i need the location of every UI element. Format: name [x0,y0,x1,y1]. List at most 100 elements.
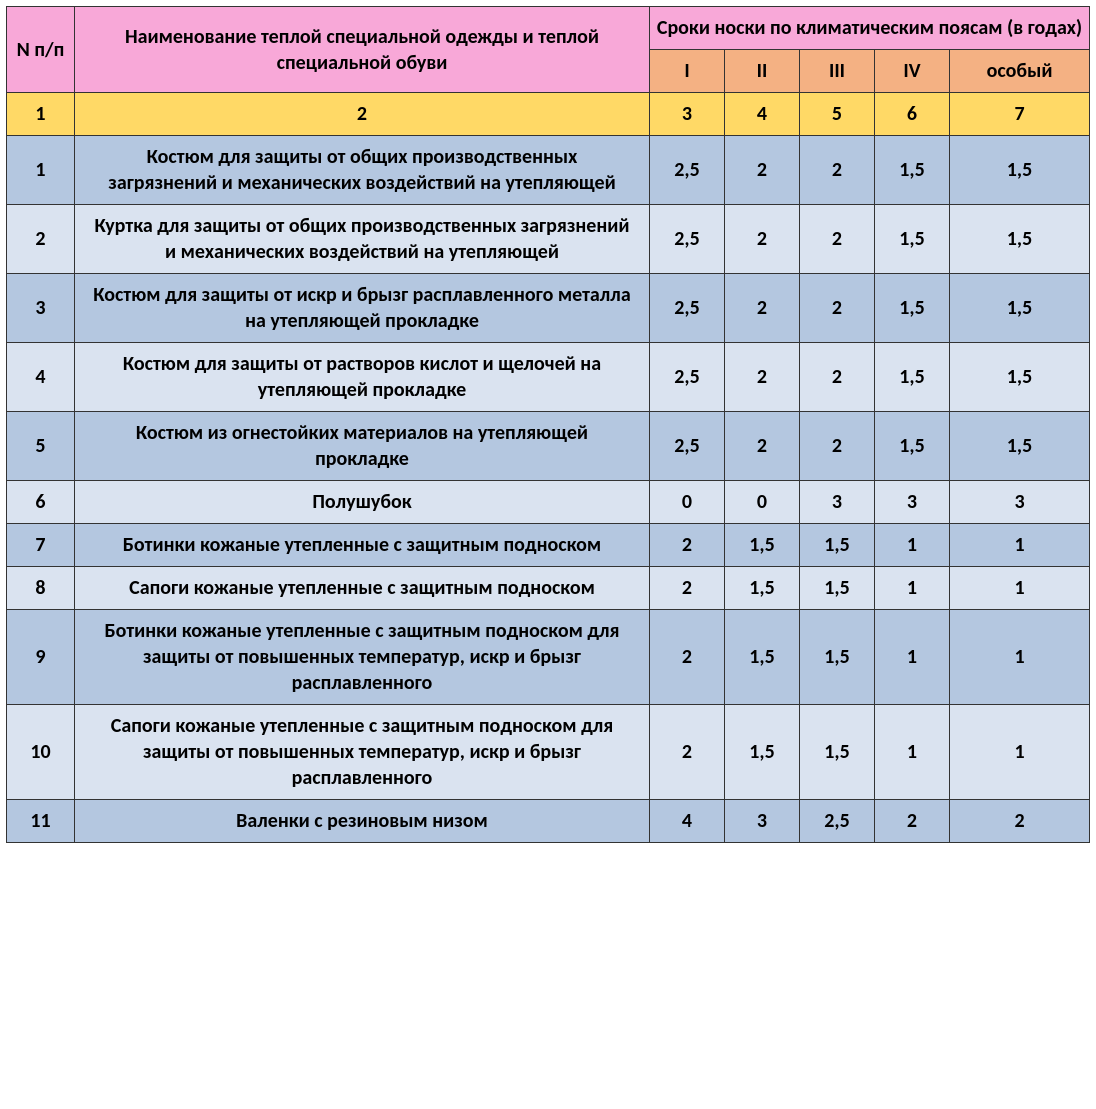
row-name: Ботинки кожаные утепленные с защитным по… [75,610,650,705]
row-value: 2 [650,567,725,610]
header-zone-4: IV [875,50,950,93]
colnum-7: 7 [950,93,1090,136]
colnum-2: 2 [75,93,650,136]
row-value: 1,5 [950,412,1090,481]
row-number: 8 [7,567,75,610]
row-value: 0 [650,481,725,524]
row-name: Сапоги кожаные утепленные с защитным под… [75,567,650,610]
row-value: 2,5 [650,412,725,481]
table-row: 5Костюм из огнестойких материалов на уте… [7,412,1090,481]
row-number: 9 [7,610,75,705]
row-value: 1 [950,524,1090,567]
row-value: 1,5 [725,567,800,610]
row-value: 4 [650,800,725,843]
row-number: 4 [7,343,75,412]
row-value: 1,5 [875,205,950,274]
table-row: 7Ботинки кожаные утепленные с защитным п… [7,524,1090,567]
row-value: 1,5 [950,136,1090,205]
row-value: 2 [725,343,800,412]
row-value: 3 [875,481,950,524]
row-value: 3 [950,481,1090,524]
row-value: 2 [725,412,800,481]
header-zone-3: III [800,50,875,93]
row-value: 1 [950,705,1090,800]
table-row: 4Костюм для защиты от растворов кислот и… [7,343,1090,412]
row-number: 3 [7,274,75,343]
table-row: 1Костюм для защиты от общих производстве… [7,136,1090,205]
row-value: 1,5 [725,705,800,800]
row-name: Костюм для защиты от растворов кислот и … [75,343,650,412]
row-value: 1,5 [875,136,950,205]
row-number: 6 [7,481,75,524]
row-value: 1 [950,567,1090,610]
row-name: Костюм для защиты от общих производствен… [75,136,650,205]
table-row: 10Сапоги кожаные утепленные с защитным п… [7,705,1090,800]
header-number: N п/п [7,7,75,93]
row-name: Валенки с резиновым низом [75,800,650,843]
row-value: 2,5 [650,136,725,205]
row-value: 2 [650,610,725,705]
row-value: 2 [875,800,950,843]
row-value: 2 [650,524,725,567]
row-name: Полушубок [75,481,650,524]
header-period-group: Сроки носки по климатическим поясам (в г… [650,7,1090,50]
row-value: 1,5 [725,524,800,567]
table-row: 3Костюм для защиты от искр и брызг распл… [7,274,1090,343]
header-name: Наименование теплой специальной одежды и… [75,7,650,93]
row-value: 1,5 [875,274,950,343]
row-value: 2,5 [650,343,725,412]
row-value: 2 [800,205,875,274]
row-value: 2 [800,274,875,343]
row-value: 2,5 [650,274,725,343]
colnum-1: 1 [7,93,75,136]
colnum-5: 5 [800,93,875,136]
row-number: 1 [7,136,75,205]
row-value: 1 [875,610,950,705]
row-value: 2 [725,136,800,205]
row-number: 11 [7,800,75,843]
row-value: 1 [875,524,950,567]
row-value: 1,5 [800,705,875,800]
row-value: 2,5 [800,800,875,843]
row-number: 10 [7,705,75,800]
row-name: Куртка для защиты от общих производствен… [75,205,650,274]
row-value: 1,5 [800,610,875,705]
row-value: 2 [800,412,875,481]
row-name: Сапоги кожаные утепленные с защитным под… [75,705,650,800]
header-zone-special: особый [950,50,1090,93]
row-value: 1,5 [875,343,950,412]
table-row: 8Сапоги кожаные утепленные с защитным по… [7,567,1090,610]
row-value: 1,5 [800,567,875,610]
row-value: 3 [725,800,800,843]
table-row: 2Куртка для защиты от общих производстве… [7,205,1090,274]
header-zone-2: II [725,50,800,93]
colnum-3: 3 [650,93,725,136]
header-zone-1: I [650,50,725,93]
row-value: 1,5 [950,274,1090,343]
row-value: 2,5 [650,205,725,274]
row-value: 1,5 [725,610,800,705]
row-value: 1 [875,567,950,610]
row-number: 5 [7,412,75,481]
row-name: Костюм для защиты от искр и брызг распла… [75,274,650,343]
row-value: 0 [725,481,800,524]
row-value: 2 [725,205,800,274]
table-row: 9Ботинки кожаные утепленные с защитным п… [7,610,1090,705]
row-value: 1,5 [875,412,950,481]
row-value: 3 [800,481,875,524]
row-value: 2 [950,800,1090,843]
row-value: 1 [950,610,1090,705]
row-value: 2 [725,274,800,343]
table-row: 6Полушубок00333 [7,481,1090,524]
colnum-4: 4 [725,93,800,136]
row-value: 1,5 [950,343,1090,412]
row-value: 1 [875,705,950,800]
row-number: 2 [7,205,75,274]
row-number: 7 [7,524,75,567]
row-name: Костюм из огнестойких материалов на утеп… [75,412,650,481]
clothing-wear-period-table: N п/п Наименование теплой специальной од… [6,6,1090,843]
row-value: 1,5 [800,524,875,567]
row-value: 1,5 [950,205,1090,274]
row-value: 2 [650,705,725,800]
table-body: 1Костюм для защиты от общих производстве… [7,136,1090,843]
